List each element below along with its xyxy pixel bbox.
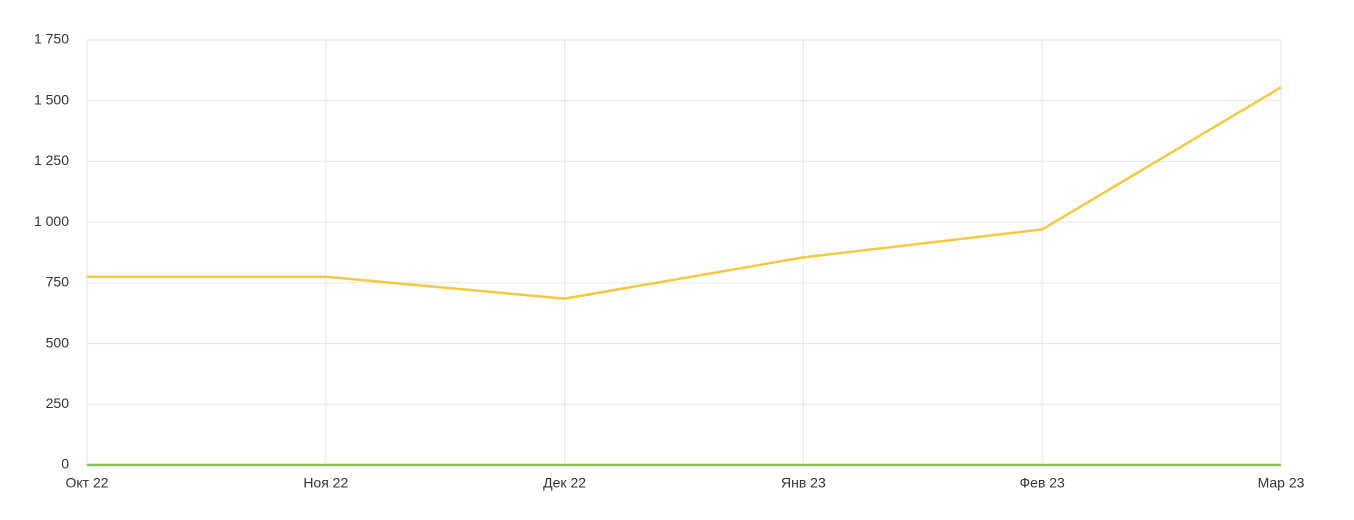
series-line <box>87 86 1282 300</box>
y-tick-label: 500 <box>46 334 70 350</box>
y-tick-label: 1 000 <box>34 213 69 229</box>
x-tick-label: Мар 23 <box>1258 475 1305 491</box>
y-tick-label: 1 500 <box>34 91 69 107</box>
y-tick-label: 250 <box>46 395 70 411</box>
y-tick-label: 0 <box>61 456 69 472</box>
y-tick-label: 750 <box>46 274 70 290</box>
x-tick-label: Фев 23 <box>1020 475 1066 491</box>
x-tick-label: Ноя 22 <box>303 475 348 491</box>
x-tick-label: Окт 22 <box>65 475 108 491</box>
y-tick-label: 1 750 <box>34 31 69 47</box>
y-tick-label: 1 250 <box>34 152 69 168</box>
x-tick-label: Янв 23 <box>781 475 826 491</box>
x-tick-label: Дек 22 <box>543 475 586 491</box>
